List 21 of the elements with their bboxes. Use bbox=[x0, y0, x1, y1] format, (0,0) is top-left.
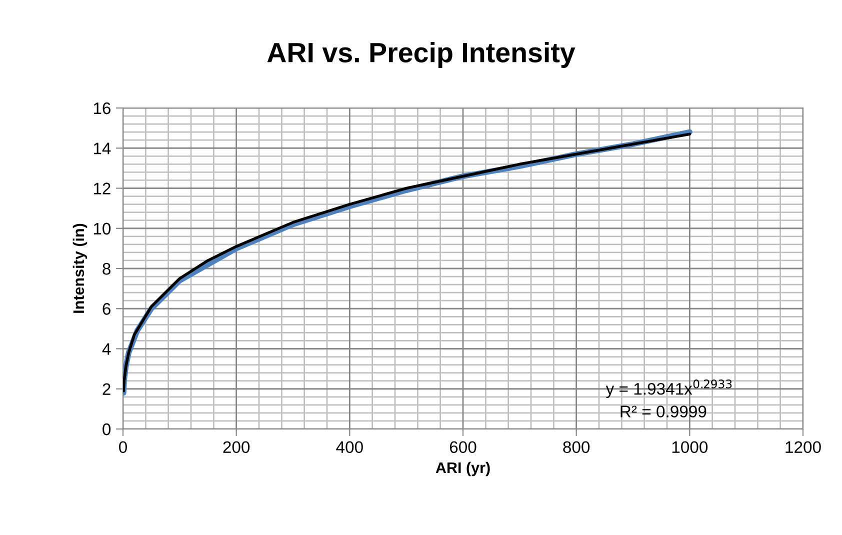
y-axis-title: Intensity (in) bbox=[72, 224, 88, 313]
y-tick-label: 8 bbox=[102, 262, 110, 275]
x-axis-title: ARI (yr) bbox=[436, 462, 490, 476]
y-tick-label: 6 bbox=[102, 303, 110, 315]
annotation: y = 1.9341x$^{0.2933}$ bbox=[606, 380, 732, 398]
x-tick-label: 400 bbox=[336, 441, 363, 454]
y-tick-label: 16 bbox=[94, 102, 110, 114]
x-tick-label: 600 bbox=[450, 441, 476, 454]
x-tick-label: 800 bbox=[563, 441, 590, 454]
x-tick-label: 200 bbox=[223, 441, 250, 454]
y-tick-label: 12 bbox=[94, 182, 110, 194]
y-tick-label: 2 bbox=[102, 383, 110, 395]
annotation: R² = 0.9999 bbox=[620, 406, 706, 418]
y-tick-label: 0 bbox=[102, 423, 111, 436]
x-tick-label: 1000 bbox=[672, 441, 708, 454]
y-tick-label: 10 bbox=[94, 222, 111, 235]
y-tick-label: 14 bbox=[94, 142, 111, 154]
chart-title: ARI vs. Precip Intensity bbox=[267, 42, 576, 68]
x-tick-label: 0 bbox=[119, 441, 127, 454]
x-tick-label: 1200 bbox=[786, 441, 821, 454]
y-tick-label: 4 bbox=[102, 343, 111, 355]
